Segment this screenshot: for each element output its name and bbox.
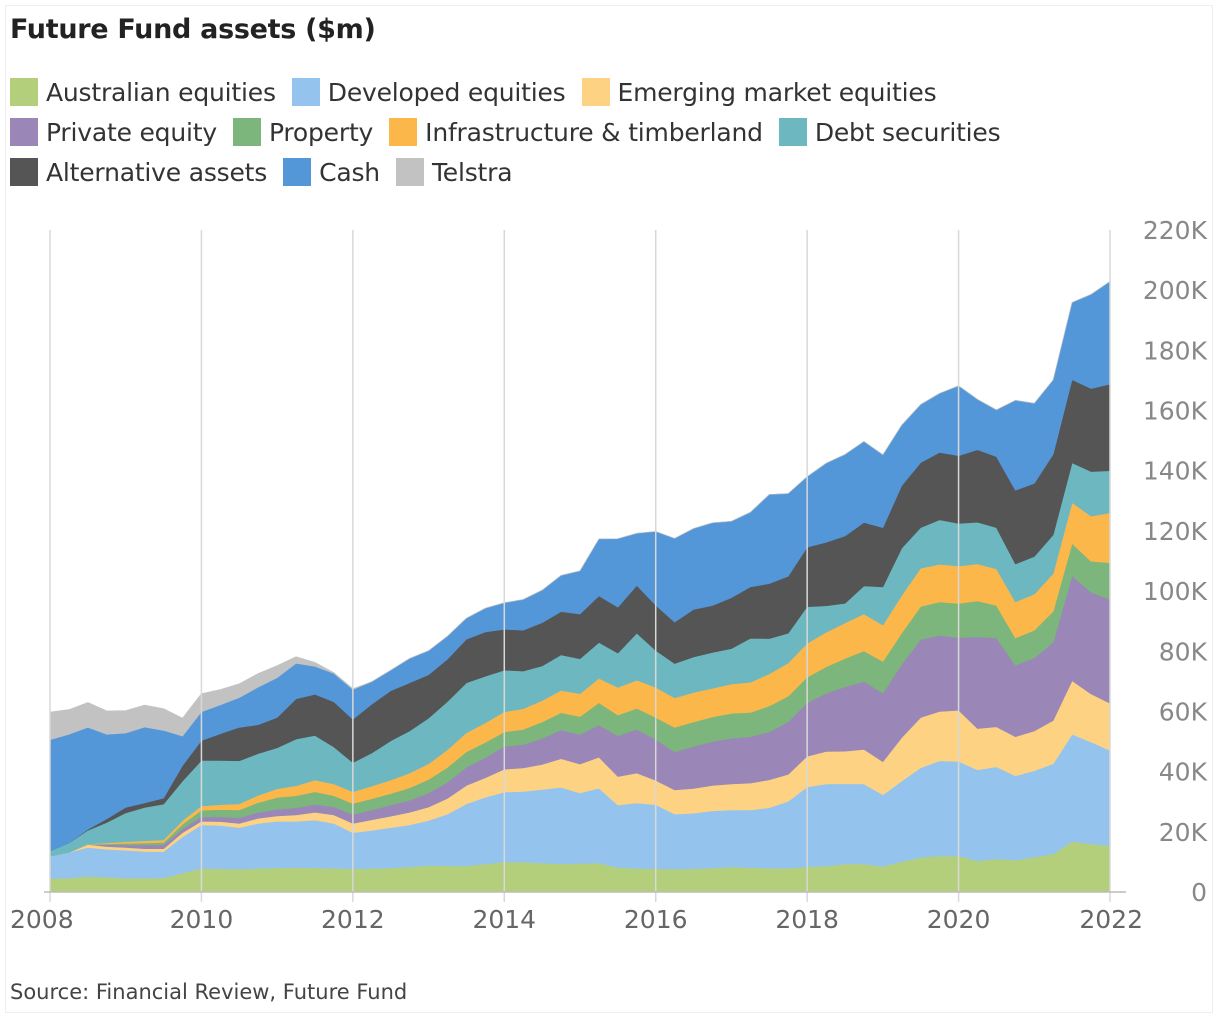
y-tick-label: 80K	[1159, 637, 1208, 666]
legend-label: Alternative assets	[46, 157, 268, 187]
legend-swatch	[291, 78, 320, 106]
area-telstra	[49, 281, 1111, 741]
y-tick-label: 20K	[1159, 818, 1208, 847]
y-tick-label: 0	[1191, 878, 1207, 907]
y-tick-label: 140K	[1143, 457, 1208, 486]
y-tick-label: 120K	[1143, 517, 1208, 546]
x-tick-label: 2018	[775, 905, 839, 934]
legend-row: Private equity Property Infrastructure &…	[10, 112, 1200, 152]
y-tick-label: 160K	[1143, 397, 1208, 426]
legend-swatch	[10, 78, 38, 106]
legend-swatch	[10, 158, 38, 186]
legend-item-infrastructure-timberland: Infrastructure & timberland	[389, 118, 763, 147]
legend-swatch	[283, 158, 312, 186]
legend-label: Emerging market equities	[617, 77, 937, 107]
legend-item-property: Property	[232, 117, 374, 147]
legend-item-debt-securities: Debt securities	[778, 117, 1001, 147]
legend-swatch	[10, 118, 38, 146]
y-tick-label: 220K	[1143, 216, 1208, 245]
legend-label: Property	[268, 117, 374, 147]
x-tick-label: 2014	[472, 905, 536, 934]
source-note: Source: Financial Review, Future Fund	[10, 980, 408, 1004]
legend-label: Infrastructure & timberland	[425, 117, 763, 147]
legend-swatch	[389, 118, 418, 146]
legend-label: Australian equities	[46, 77, 276, 107]
legend-swatch	[395, 158, 424, 186]
area-layers	[49, 280, 1111, 893]
legend-swatch	[581, 78, 610, 106]
legend-item-cash: Cash	[283, 158, 380, 187]
x-tick-label: 2012	[321, 905, 385, 934]
stacked-area-chart: 2008 2010 2012 2014 2016 2018 2020 2022 0 20K 40K 6…	[10, 216, 1208, 934]
x-tick-label: 2010	[170, 905, 234, 934]
x-tick-label: 2022	[1079, 905, 1143, 934]
x-tick-label: 2016	[624, 905, 688, 934]
legend-item-telstra: Telstra	[395, 157, 513, 187]
legend-swatch	[778, 118, 807, 146]
legend-item-emerging-market-equities: Emerging market equities	[581, 77, 937, 107]
x-tick-label: 2020	[927, 905, 991, 934]
y-tick-label: 100K	[1143, 577, 1208, 606]
legend-label: Developed equities	[327, 77, 566, 107]
y-tick-label: 40K	[1159, 758, 1208, 787]
y-tick-label: 60K	[1159, 697, 1208, 726]
legend-label: Cash	[319, 157, 380, 187]
legend-label: Telstra	[431, 157, 513, 187]
x-tick-label: 2008	[10, 905, 74, 934]
legend: Australian equities Developed equities E…	[10, 72, 1200, 192]
legend-item-australian-equities: Australian equities	[10, 78, 276, 107]
legend-swatch	[232, 118, 261, 146]
legend-label: Private equity	[46, 117, 217, 147]
gridlines	[49, 230, 1111, 902]
legend-item-alternative-assets: Alternative assets	[10, 158, 267, 187]
y-tick-label: 200K	[1143, 276, 1208, 305]
y-tick-label: 180K	[1143, 336, 1208, 365]
legend-label: Debt securities	[814, 117, 1001, 147]
legend-row: Alternative assets Cash Telstra	[10, 152, 1200, 192]
chart-title: Future Fund assets ($m)	[10, 14, 376, 45]
legend-row: Australian equities Developed equities E…	[10, 72, 1200, 112]
legend-item-private-equity: Private equity	[10, 118, 217, 147]
legend-item-developed-equities: Developed equities	[291, 77, 566, 107]
